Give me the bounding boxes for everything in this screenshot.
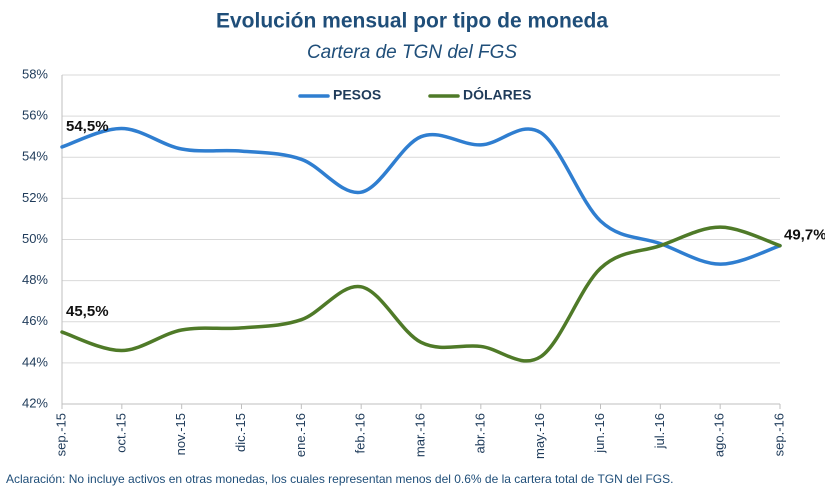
y-tick-label: 58%: [22, 66, 48, 81]
series-line: [60, 126, 782, 266]
x-tick-label: oct.-15: [113, 413, 128, 453]
x-tick-label: may.-16: [532, 413, 547, 459]
y-tick-label: 48%: [22, 272, 48, 287]
y-tick-label: 42%: [22, 395, 48, 410]
x-tick-label: feb.-16: [353, 413, 368, 453]
x-tick-label: mar.-16: [412, 413, 427, 457]
x-tick-label: sep.-16: [771, 413, 786, 456]
footnote: Aclaración: No incluye activos en otras …: [6, 472, 673, 486]
y-tick-label: 44%: [22, 354, 48, 369]
x-tick-label: abr.-16: [472, 413, 487, 453]
data-label: 49,7%: [784, 227, 825, 244]
data-label: 54,5%: [66, 118, 109, 135]
y-tick-label: 54%: [22, 149, 48, 164]
y-tick-label: 46%: [22, 313, 48, 328]
x-tick-label: jul.-16: [652, 413, 667, 449]
x-tick-label: ene.-16: [293, 413, 308, 457]
y-tick-label: 56%: [22, 108, 48, 123]
series-line: [60, 225, 782, 363]
chart-subtitle: Cartera de TGN del FGS: [307, 42, 517, 63]
y-tick-label: 52%: [22, 190, 48, 205]
x-tick-label: nov.-15: [173, 413, 188, 455]
legend-label: DÓLARES: [463, 86, 531, 103]
chart-title: Evolución mensual por tipo de moneda: [216, 10, 608, 33]
data-label: 45,5%: [66, 303, 109, 320]
y-tick-label: 50%: [22, 231, 48, 246]
x-tick-label: jun.-16: [592, 413, 607, 454]
x-tick-label: sep.-15: [53, 413, 68, 456]
x-tick-label: dic.-15: [233, 413, 248, 452]
x-tick-label: ago.-16: [712, 413, 727, 457]
legend-label: PESOS: [333, 87, 381, 103]
